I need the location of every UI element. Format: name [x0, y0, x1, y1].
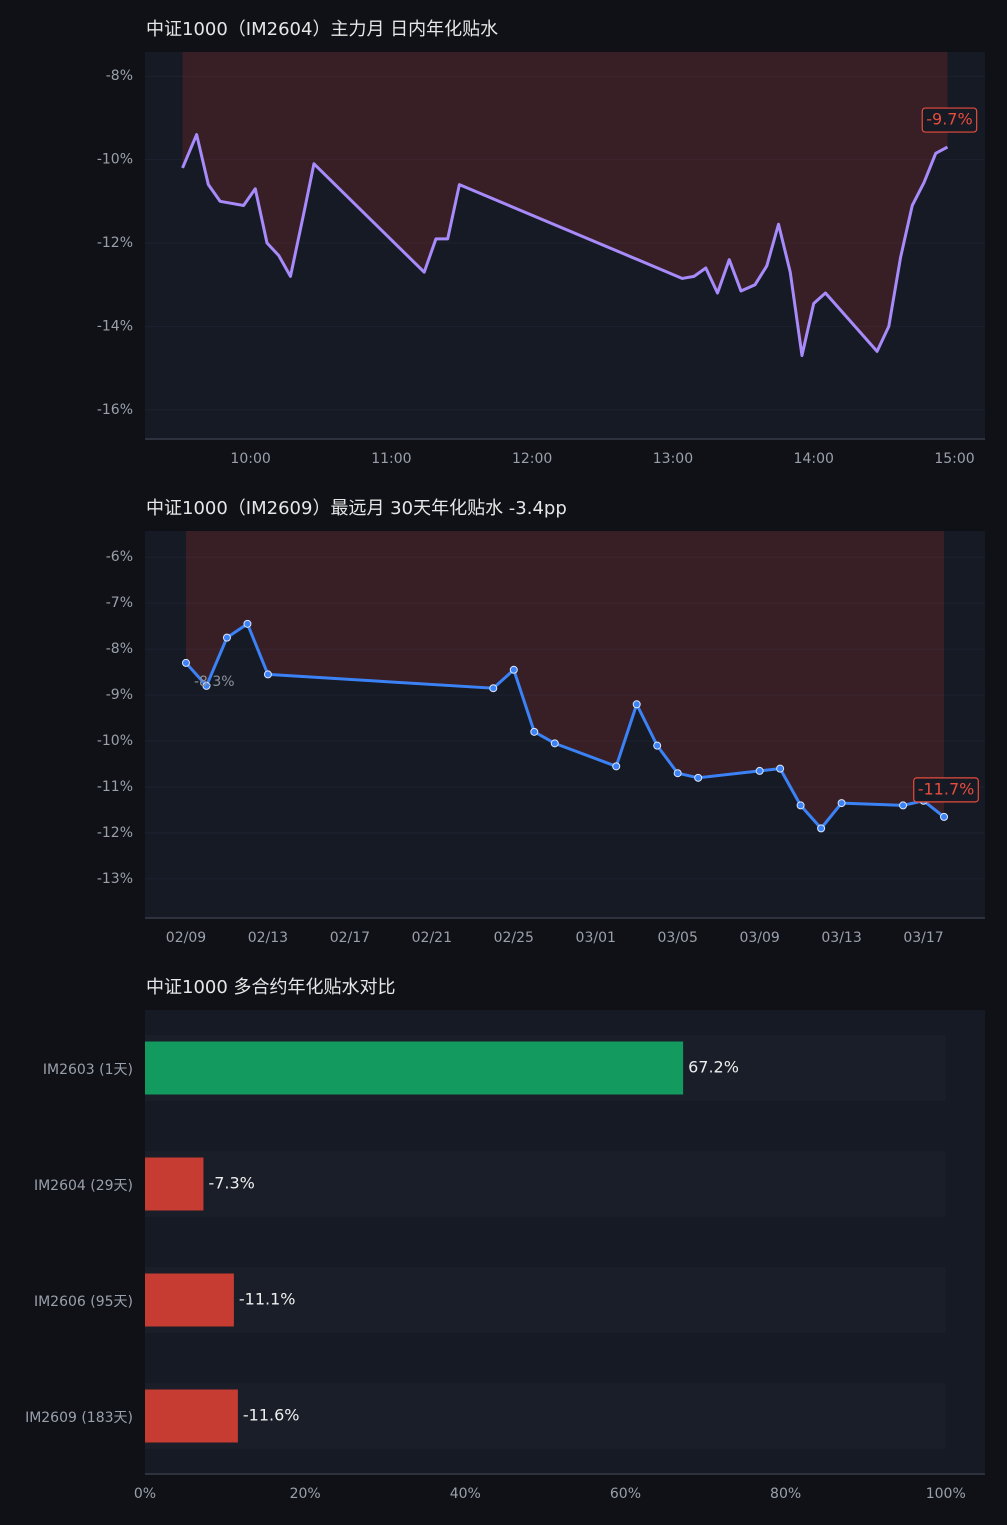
- area-fill: [182, 52, 948, 356]
- y-tick-label: -12%: [97, 235, 133, 251]
- area-fill: [185, 531, 945, 829]
- x-tick-label: 40%: [450, 1486, 481, 1502]
- x-tick-label: 03/01: [576, 930, 616, 946]
- x-tick-label: 02/25: [494, 930, 534, 946]
- y-tick-label: -12%: [97, 825, 133, 841]
- marker: [550, 739, 559, 748]
- marker: [222, 633, 231, 642]
- bar: [145, 1157, 204, 1211]
- marker: [817, 824, 826, 833]
- y-tick-label: -10%: [97, 733, 133, 749]
- plot-area: [145, 52, 985, 439]
- value-label: 67.2%: [688, 1058, 739, 1077]
- value-label: -7.3%: [208, 1174, 254, 1193]
- value-label: -9.7%: [926, 110, 972, 129]
- chart-title: 中证1000 多合约年化贴水对比: [146, 977, 396, 998]
- marker: [181, 658, 190, 667]
- x-tick-label: 11:00: [371, 451, 411, 467]
- marker: [632, 700, 641, 709]
- plot-area: [145, 531, 985, 918]
- category-label: IM2609 (183天): [25, 1410, 133, 1426]
- marker: [612, 762, 621, 771]
- category-label: IM2604 (29天): [34, 1178, 133, 1194]
- y-tick-label: -8%: [106, 641, 133, 657]
- marker: [796, 801, 805, 810]
- chart-title: 中证1000（IM2609）最远月 30天年化贴水 -3.4pp: [146, 498, 567, 519]
- marker: [653, 741, 662, 750]
- marker: [509, 665, 518, 674]
- value-label: -11.6%: [243, 1406, 300, 1425]
- marker: [837, 799, 846, 808]
- category-label: IM2606 (95天): [34, 1294, 133, 1310]
- value-label: -11.7%: [918, 779, 975, 798]
- x-tick-label: 03/09: [739, 930, 779, 946]
- marker: [243, 619, 252, 628]
- x-tick-label: 02/17: [330, 930, 370, 946]
- row-band: [145, 1267, 946, 1333]
- y-tick-label: -7%: [106, 595, 133, 611]
- y-tick-label: -16%: [97, 402, 133, 418]
- x-tick-label: 03/17: [903, 930, 943, 946]
- value-label: -11.1%: [239, 1290, 296, 1309]
- x-tick-label: 02/09: [166, 930, 206, 946]
- x-tick-label: 03/13: [821, 930, 861, 946]
- marker: [202, 681, 211, 690]
- row-band: [145, 1383, 946, 1449]
- line: [181, 133, 949, 358]
- x-tick-label: 60%: [610, 1486, 641, 1502]
- marker: [755, 766, 764, 775]
- value-label: -8.3%: [194, 674, 235, 690]
- marker: [899, 801, 908, 810]
- marker: [673, 769, 682, 778]
- label-box: [921, 107, 978, 133]
- y-tick-label: -9%: [106, 687, 133, 703]
- row-band: [145, 1151, 946, 1217]
- bar: [145, 1041, 684, 1095]
- bar: [145, 1389, 238, 1443]
- x-tick-label: 10:00: [230, 451, 270, 467]
- y-tick-label: -8%: [106, 68, 133, 84]
- marker: [263, 670, 272, 679]
- marker: [776, 764, 785, 773]
- line: [184, 622, 945, 830]
- x-tick-label: 03/05: [658, 930, 698, 946]
- bar: [145, 1273, 234, 1327]
- x-tick-label: 100%: [926, 1486, 966, 1502]
- y-tick-label: -11%: [97, 779, 133, 795]
- x-tick-label: 80%: [770, 1486, 801, 1502]
- x-tick-label: 12:00: [512, 451, 552, 467]
- x-tick-label: 14:00: [794, 451, 834, 467]
- marker: [694, 773, 703, 782]
- category-label: IM2603 (1天): [43, 1062, 133, 1078]
- label-box: [913, 777, 979, 803]
- x-tick-label: 02/21: [412, 930, 452, 946]
- chart-title: 中证1000（IM2604）主力月 日内年化贴水: [146, 19, 498, 40]
- x-tick-label: 13:00: [653, 451, 693, 467]
- y-tick-label: -13%: [97, 871, 133, 887]
- marker: [489, 684, 498, 693]
- x-tick-label: 15:00: [934, 451, 974, 467]
- marker: [940, 812, 949, 821]
- y-tick-label: -10%: [97, 152, 133, 168]
- x-tick-label: 02/13: [248, 930, 288, 946]
- y-tick-label: -6%: [106, 549, 133, 565]
- marker: [530, 727, 539, 736]
- x-tick-label: 0%: [134, 1486, 156, 1502]
- y-tick-label: -14%: [97, 318, 133, 334]
- x-tick-label: 20%: [290, 1486, 321, 1502]
